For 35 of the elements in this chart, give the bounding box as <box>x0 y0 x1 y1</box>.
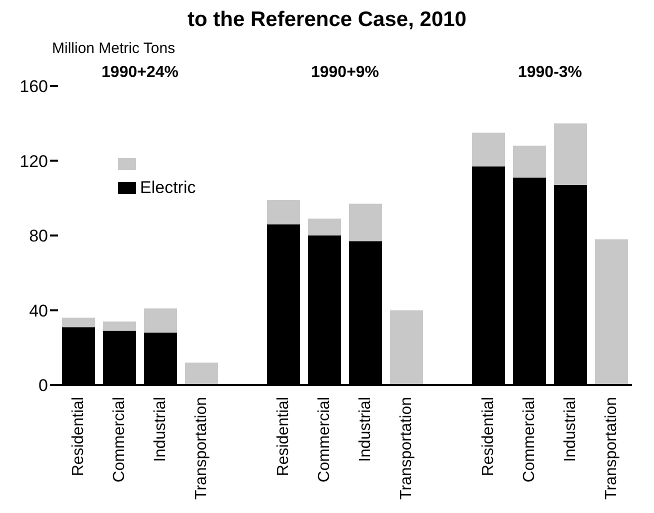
bar <box>103 321 136 331</box>
bar <box>349 204 382 242</box>
x-tick-label: Residential <box>480 397 497 476</box>
bar <box>144 308 177 333</box>
x-tick-label: Transportation <box>603 397 620 500</box>
bar <box>390 310 423 385</box>
x-tick-label: Commercial <box>316 397 333 482</box>
y-axis-title: Million Metric Tons <box>52 40 176 57</box>
y-tick-label: 80 <box>29 226 48 246</box>
bar <box>267 200 300 224</box>
bar <box>513 146 546 178</box>
x-tick-label: Transportation <box>193 397 210 500</box>
bar <box>472 132 505 166</box>
x-tick-label: Residential <box>70 397 87 476</box>
x-tick-label: Industrial <box>357 397 374 462</box>
chart-title: to the Reference Case, 2010 <box>186 8 468 32</box>
bar <box>62 318 95 328</box>
text: 1990+24% <box>100 64 180 82</box>
y-tick-label: 120 <box>20 152 48 171</box>
y-tick-label: 40 <box>29 301 48 320</box>
text: 1990-3% <box>516 64 584 82</box>
bar <box>595 239 628 385</box>
bar <box>185 362 218 385</box>
y-tick-label: 160 <box>20 77 48 96</box>
text: 1990+9% <box>310 64 380 82</box>
x-tick-label: Industrial <box>562 397 579 462</box>
bar <box>554 123 587 186</box>
legend-label: Electric <box>140 178 196 198</box>
y-tick-label: 0 <box>38 376 48 396</box>
x-tick-label: Industrial <box>152 397 169 462</box>
bar <box>308 218 341 236</box>
x-tick-label: Transportation <box>398 397 415 500</box>
x-tick-label: Commercial <box>521 397 538 482</box>
x-tick-label: Residential <box>275 397 292 476</box>
x-tick-label: Commercial <box>111 397 128 482</box>
